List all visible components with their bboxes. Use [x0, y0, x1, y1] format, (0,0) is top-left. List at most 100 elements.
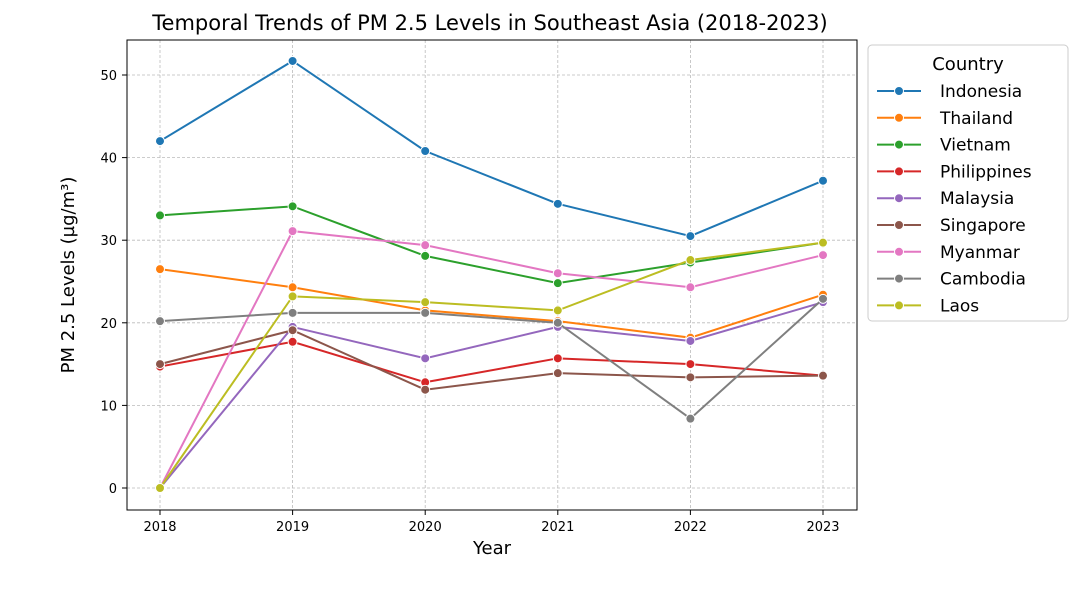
legend-item: Singapore	[877, 216, 1026, 236]
data-point	[552, 278, 563, 289]
x-tick-label: 2023	[806, 520, 839, 535]
x-tick-label: 2020	[409, 520, 442, 535]
data-point	[155, 136, 165, 147]
legend-item: Cambodia	[877, 270, 1026, 290]
series-laos	[155, 237, 828, 493]
series-line	[159, 340, 824, 384]
legend-swatch-marker	[894, 112, 904, 123]
x-tick-label: 2018	[143, 520, 176, 535]
x-axis-label: Year	[472, 538, 512, 559]
series-line	[159, 298, 824, 420]
data-point	[552, 268, 563, 279]
chart-title: Temporal Trends of PM 2.5 Levels in Sout…	[151, 11, 827, 35]
series-philippines	[155, 336, 828, 388]
series-line	[159, 230, 824, 489]
series-line	[159, 301, 824, 489]
legend-swatch-marker	[894, 220, 904, 230]
legend: Country Indonesia Thailand Vietnam Philippi…	[867, 44, 1069, 322]
data-point	[685, 372, 696, 383]
series-line	[159, 205, 824, 285]
x-tick-label: 2021	[541, 520, 574, 535]
data-point	[818, 293, 828, 304]
data-point	[155, 316, 165, 327]
data-point	[155, 359, 165, 370]
data-point	[552, 368, 563, 379]
data-point	[287, 336, 298, 347]
series-indonesia	[155, 55, 828, 242]
data-point	[420, 240, 431, 251]
series-line	[159, 241, 824, 489]
legend-label: Myanmar	[940, 243, 1020, 263]
data-point	[287, 307, 298, 318]
data-point	[155, 264, 165, 275]
legend-swatch-marker	[894, 273, 904, 284]
data-point	[685, 335, 696, 346]
series-line	[159, 59, 824, 238]
y-tick-label: 10	[100, 399, 117, 414]
data-point	[287, 226, 298, 237]
series-vietnam	[155, 201, 828, 289]
y-tick-label: 40	[100, 152, 117, 167]
data-point	[552, 305, 563, 316]
series-cambodia	[155, 293, 828, 424]
data-point	[818, 237, 828, 248]
x-tick-label: 2019	[276, 520, 309, 535]
legend-title: Country	[932, 54, 1004, 75]
data-point	[818, 370, 828, 381]
data-point	[552, 317, 563, 328]
legend-swatch-marker	[894, 166, 904, 177]
legend-swatch-marker	[894, 300, 904, 311]
legend-item: Thailand	[877, 109, 1013, 129]
legend-item: Vietnam	[877, 136, 1011, 156]
data-point	[685, 255, 696, 266]
x-tick-label: 2022	[674, 520, 707, 535]
y-tick-label: 50	[100, 69, 117, 84]
legend-label: Laos	[940, 296, 979, 316]
data-point	[552, 198, 563, 209]
legend-label: Indonesia	[940, 82, 1022, 102]
data-point	[685, 359, 696, 370]
data-point	[420, 145, 431, 156]
legend-swatch-marker	[894, 86, 904, 96]
y-axis-label: PM 2.5 Levels (µg/m³)	[58, 177, 79, 374]
data-point	[685, 231, 696, 242]
legend-label: Vietnam	[940, 136, 1011, 156]
data-point	[287, 55, 298, 66]
series-line	[159, 329, 824, 391]
legend-swatch-marker	[894, 139, 904, 150]
data-point	[287, 282, 298, 293]
data-point	[818, 250, 828, 261]
plot-area-frame	[126, 39, 858, 511]
series-myanmar	[155, 226, 828, 493]
data-point	[685, 282, 696, 293]
legend-item: Myanmar	[877, 243, 1020, 263]
data-point	[685, 413, 696, 424]
legend-swatch-marker	[894, 246, 904, 257]
data-point	[155, 483, 165, 493]
data-point	[155, 210, 165, 221]
data-point	[287, 201, 298, 212]
y-tick-label: 0	[109, 482, 117, 497]
legend-label: Cambodia	[940, 270, 1026, 290]
legend-item: Philippines	[877, 162, 1032, 182]
data-point	[552, 353, 563, 364]
data-point	[420, 353, 431, 364]
legend-label: Malaysia	[940, 189, 1014, 209]
y-tick-label: 30	[100, 234, 117, 249]
series-line	[159, 268, 824, 339]
data-point	[420, 384, 431, 395]
legend-item: Indonesia	[877, 82, 1022, 102]
series-singapore	[155, 325, 828, 395]
data-point	[287, 325, 298, 336]
data-point	[420, 250, 431, 261]
data-point	[420, 297, 431, 308]
legend-label: Philippines	[940, 162, 1032, 182]
y-tick-label: 20	[100, 317, 117, 332]
legend-label: Singapore	[940, 216, 1026, 236]
data-point	[287, 291, 298, 302]
legend-label: Thailand	[939, 109, 1013, 129]
legend-item: Laos	[877, 296, 979, 316]
legend-swatch-marker	[894, 193, 904, 204]
data-point	[420, 307, 431, 318]
